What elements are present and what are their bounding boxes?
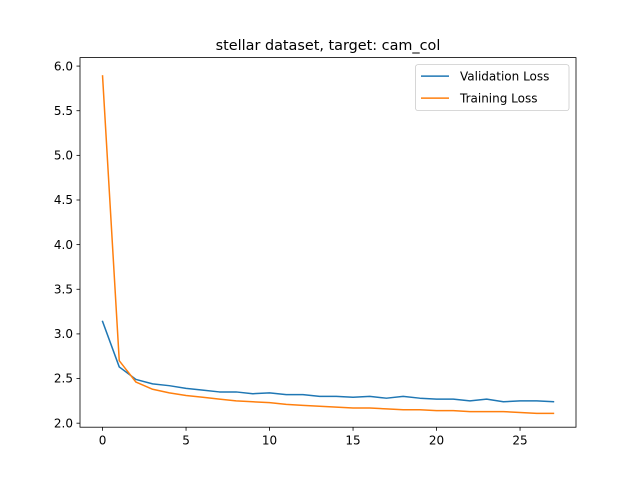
y-tick-label: 3.5 xyxy=(54,282,73,296)
y-tick-label: 5.0 xyxy=(54,149,73,163)
legend: Validation Loss Training Loss xyxy=(415,64,570,111)
x-tick-label: 20 xyxy=(429,434,444,448)
legend-box xyxy=(415,64,570,111)
legend-label-1: Training Loss xyxy=(459,91,537,105)
axis-ticks: 0 5 10 15 20 25 2.0 2.5 3.0 3.5 4.0 4.5 5.0 5.5 6.0 xyxy=(54,59,528,447)
x-tick-label: 5 xyxy=(182,434,190,448)
chart-title: stellar dataset, target: cam_col xyxy=(216,38,441,54)
y-tick-label: 2.5 xyxy=(54,372,73,386)
x-tick-label: 15 xyxy=(345,434,360,448)
legend-label-0: Validation Loss xyxy=(460,69,549,83)
y-tick-label: 5.5 xyxy=(54,104,73,118)
x-tick-label: 10 xyxy=(262,434,277,448)
y-tick-label: 6.0 xyxy=(54,59,73,73)
series-line-1 xyxy=(101,75,555,415)
series-line-0 xyxy=(101,320,555,403)
y-tick-label: 2.0 xyxy=(54,416,73,430)
y-tick-label: 3.0 xyxy=(54,327,73,341)
x-tick-label: 25 xyxy=(512,434,527,448)
y-tick-label: 4.0 xyxy=(54,238,73,252)
y-tick-label: 4.5 xyxy=(54,193,73,207)
series-lines xyxy=(101,75,555,415)
x-tick-label: 0 xyxy=(99,434,107,448)
plot-frame xyxy=(79,57,577,428)
